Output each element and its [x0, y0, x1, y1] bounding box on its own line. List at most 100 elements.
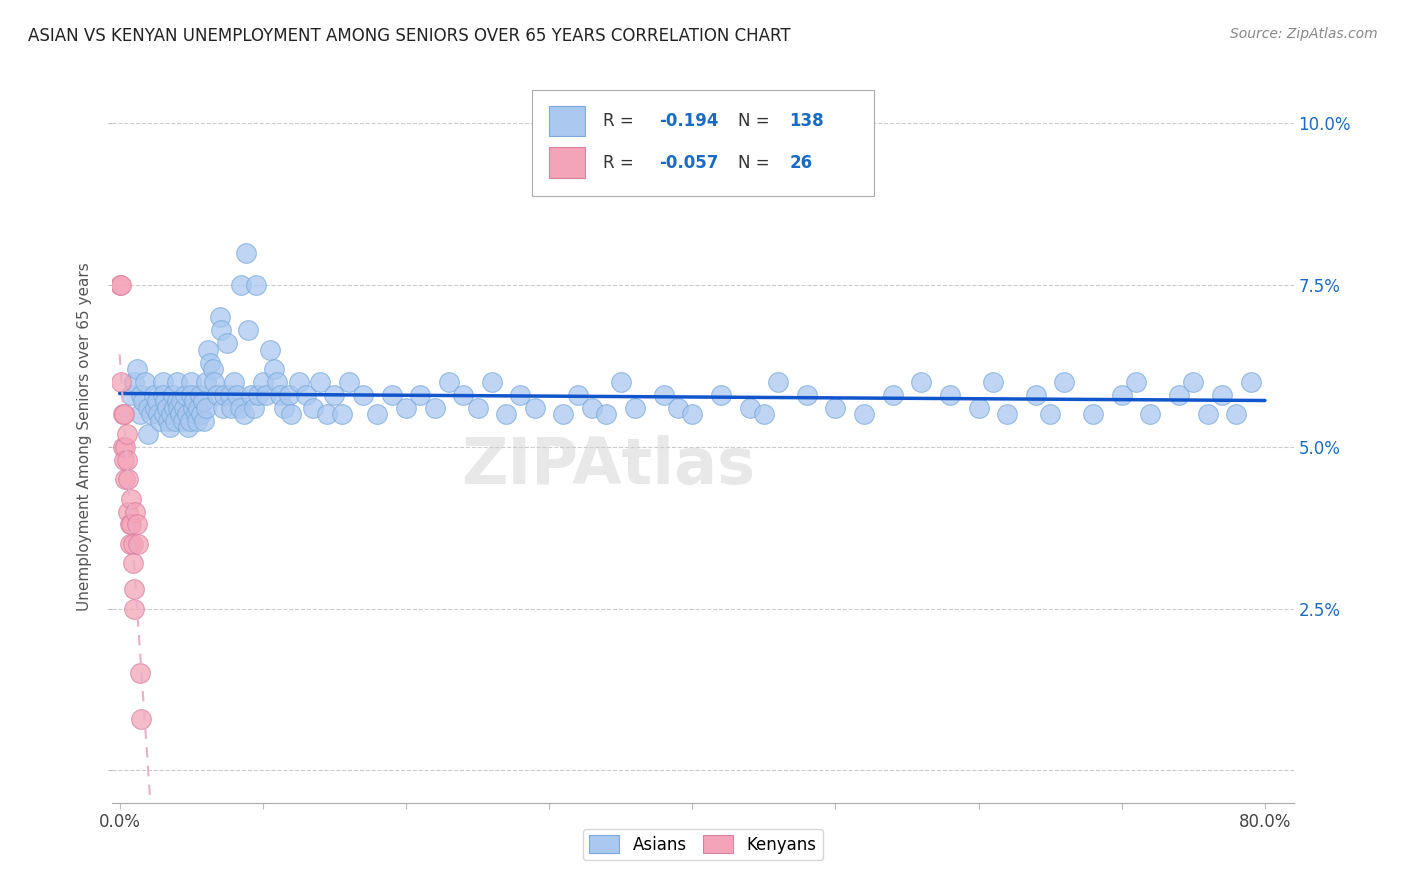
- Point: [149, 414, 172, 428]
- Point: [245, 277, 267, 292]
- Point: [752, 408, 775, 422]
- Point: [395, 401, 418, 415]
- Point: [152, 388, 174, 402]
- Point: [136, 426, 159, 441]
- Point: [215, 336, 238, 351]
- Point: [122, 601, 145, 615]
- Point: [337, 375, 360, 389]
- Point: [294, 388, 316, 402]
- Point: [666, 401, 689, 415]
- Point: [118, 537, 141, 551]
- Point: [122, 375, 145, 389]
- Point: [252, 375, 274, 389]
- Point: [114, 472, 136, 486]
- Point: [1053, 375, 1076, 389]
- Point: [523, 401, 546, 415]
- Point: [139, 408, 162, 422]
- Point: [235, 245, 257, 260]
- Point: [277, 388, 299, 402]
- Point: [409, 388, 432, 402]
- Point: [111, 440, 134, 454]
- Point: [1182, 375, 1205, 389]
- Point: [160, 408, 183, 422]
- Point: [1081, 408, 1104, 422]
- Point: [194, 375, 217, 389]
- Point: [323, 388, 346, 402]
- Text: 26: 26: [789, 153, 813, 172]
- Point: [170, 394, 193, 409]
- Text: -0.057: -0.057: [659, 153, 718, 172]
- Point: [269, 388, 291, 402]
- Point: [167, 401, 190, 415]
- Point: [238, 323, 260, 337]
- Point: [128, 666, 150, 681]
- Point: [254, 388, 277, 402]
- Point: [824, 401, 846, 415]
- Point: [159, 420, 181, 434]
- Point: [157, 414, 180, 428]
- Point: [162, 388, 184, 402]
- Point: [179, 414, 201, 428]
- Point: [467, 401, 489, 415]
- Point: [108, 277, 131, 292]
- Point: [166, 375, 188, 389]
- Point: [652, 388, 675, 402]
- Point: [194, 401, 217, 415]
- Point: [165, 414, 187, 428]
- Point: [567, 388, 589, 402]
- Point: [198, 356, 221, 370]
- Point: [129, 712, 152, 726]
- Point: [125, 517, 148, 532]
- Point: [221, 401, 243, 415]
- Point: [128, 408, 150, 422]
- Point: [229, 401, 252, 415]
- Point: [233, 408, 256, 422]
- Point: [118, 517, 141, 532]
- Point: [1039, 408, 1062, 422]
- Point: [121, 557, 143, 571]
- Point: [366, 408, 388, 422]
- Point: [263, 362, 285, 376]
- Text: -0.194: -0.194: [659, 112, 718, 130]
- Point: [882, 388, 904, 402]
- Point: [202, 375, 225, 389]
- Point: [173, 401, 195, 415]
- Point: [197, 343, 219, 357]
- Point: [995, 408, 1018, 422]
- Point: [153, 408, 176, 422]
- Text: R =: R =: [603, 153, 638, 172]
- Point: [766, 375, 789, 389]
- Text: ASIAN VS KENYAN UNEMPLOYMENT AMONG SENIORS OVER 65 YEARS CORRELATION CHART: ASIAN VS KENYAN UNEMPLOYMENT AMONG SENIO…: [28, 27, 790, 45]
- Point: [624, 401, 647, 415]
- Point: [115, 426, 138, 441]
- Point: [120, 388, 142, 402]
- Point: [437, 375, 460, 389]
- Point: [186, 414, 208, 428]
- Point: [190, 408, 212, 422]
- Point: [111, 408, 134, 422]
- Point: [316, 408, 339, 422]
- Point: [180, 388, 202, 402]
- Point: [122, 582, 145, 597]
- Point: [127, 537, 149, 551]
- Point: [180, 375, 202, 389]
- Point: [481, 375, 503, 389]
- Point: [287, 375, 309, 389]
- Text: N =: N =: [738, 112, 775, 130]
- Point: [226, 388, 249, 402]
- Point: [352, 388, 374, 402]
- Point: [259, 343, 281, 357]
- Point: [967, 401, 990, 415]
- Point: [110, 277, 132, 292]
- Point: [187, 401, 209, 415]
- Point: [115, 452, 138, 467]
- Text: ZIPAtlas: ZIPAtlas: [461, 435, 755, 498]
- Point: [581, 401, 603, 415]
- Point: [1111, 388, 1133, 402]
- Point: [451, 388, 474, 402]
- Point: [609, 375, 631, 389]
- Point: [1168, 388, 1191, 402]
- Point: [280, 408, 302, 422]
- Point: [240, 388, 263, 402]
- Y-axis label: Unemployment Among Seniors over 65 years: Unemployment Among Seniors over 65 years: [77, 263, 93, 611]
